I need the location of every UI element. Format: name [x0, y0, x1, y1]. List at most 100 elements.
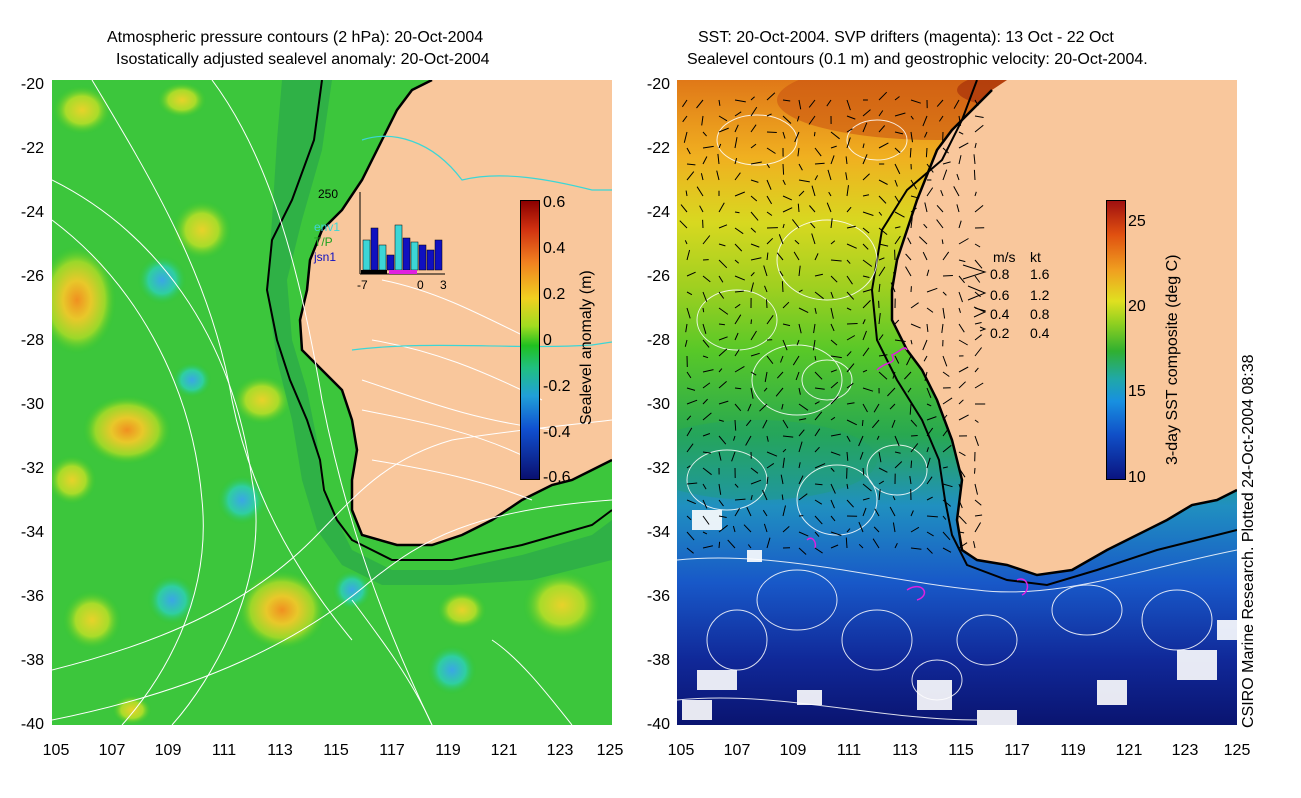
velocity-arrow: [942, 169, 948, 181]
left-y-tick: -32: [20, 460, 44, 477]
velocity-arrow: [878, 243, 889, 247]
sst-map-svg: [677, 80, 1237, 725]
velocity-arrow: [718, 499, 724, 507]
velocity-arrow: [910, 131, 913, 143]
velocity-arrow: [974, 259, 983, 269]
velocity-arrow: [974, 514, 983, 517]
velocity-arrow: [942, 161, 951, 165]
velocity-arrow: [686, 443, 694, 453]
velocity-legend-arrows: [962, 264, 987, 332]
velocity-arrow: [702, 131, 707, 137]
velocity-arrow: [780, 474, 784, 485]
velocity-arrow: [702, 307, 705, 313]
velocity-arrow: [924, 371, 928, 382]
left-y-tick: -30: [20, 396, 44, 413]
right-y-tick: -40: [646, 716, 670, 733]
velocity-arrow: [905, 253, 912, 261]
velocity-arrow: [811, 185, 816, 197]
velocity-arrow: [734, 227, 744, 235]
velocity-arrow: [814, 547, 823, 554]
velocity-arrow: [718, 368, 723, 373]
velocity-arrow: [699, 205, 704, 213]
velocity-arrow: [766, 113, 772, 117]
velocity-arrow: [830, 275, 838, 283]
velocity-arrow: [718, 323, 725, 326]
sealevel-cb-label: Sealevel anomaly (m): [578, 270, 595, 425]
velocity-arrow: [878, 334, 884, 341]
velocity-arrow: [766, 315, 774, 325]
velocity-arrow: [830, 433, 841, 437]
velocity-arrow: [974, 499, 982, 506]
velocity-arrow: [846, 528, 851, 533]
velocity-arrows: [679, 91, 986, 555]
velocity-arrow: [718, 524, 728, 533]
velocity-arrow: [922, 251, 928, 261]
velocity-arrow: [922, 339, 928, 351]
velocity-arrow: [958, 238, 969, 245]
right-y-tick: -38: [646, 652, 670, 669]
velocity-arrow: [686, 371, 692, 379]
velocity-arrow: [766, 131, 777, 133]
velocity-arrow: [718, 127, 729, 133]
velocity-arrow: [734, 303, 741, 309]
velocity-arrow: [681, 99, 688, 108]
velocity-arrow: [830, 145, 837, 149]
velocity-arrow: [750, 106, 758, 117]
right-y-tick: -22: [646, 140, 670, 157]
velocity-arrow: [686, 291, 693, 296]
velocity-arrow: [974, 322, 982, 325]
velocity-arrow: [891, 419, 896, 428]
velocity-arrow: [862, 275, 870, 278]
velocity-arrow: [942, 515, 947, 520]
velocity-arrow: [812, 339, 816, 351]
velocity-arrow: [871, 419, 880, 429]
velocity-arrow: [702, 291, 708, 302]
velocity-arrow: [894, 131, 904, 135]
velocity-arrow: [734, 483, 739, 488]
velocity-arrow: [718, 400, 729, 405]
velocity-arrow: [734, 243, 743, 252]
velocity-arrow: [766, 355, 774, 365]
velocity-arrow: [759, 403, 768, 412]
velocity-arrow: [846, 451, 849, 461]
velocity-arrow: [750, 257, 762, 261]
velocity-arrow: [887, 387, 896, 397]
velocity-arrow: [734, 275, 745, 281]
velocity-arrow: [830, 259, 842, 262]
inset-bar: [402, 237, 411, 271]
velocity-arrow: [826, 202, 832, 213]
velocity-arrow: [846, 323, 858, 325]
velocity-arrow: [734, 211, 740, 214]
velocity-arrow: [926, 476, 933, 485]
velocity-arrow: [926, 531, 934, 537]
velocity-arrow: [958, 339, 968, 346]
velocity-arrow: [910, 419, 918, 427]
velocity-arrow: [846, 335, 856, 341]
velocity-arrow: [974, 467, 976, 474]
velocity-arrow: [830, 240, 836, 245]
velocity-arrow: [926, 427, 934, 437]
velocity-arrow: [762, 419, 768, 429]
velocity-arrow: [974, 347, 982, 357]
velocity-arrow: [782, 207, 793, 213]
velocity-arrow: [684, 240, 688, 245]
velocity-arrow: [734, 403, 742, 412]
right-title-line1: SST: 20-Oct-2004. SVP drifters (magenta)…: [698, 29, 1114, 46]
velocity-legend-kt: 1.2: [1030, 287, 1050, 303]
velocity-arrow: [702, 545, 714, 549]
velocity-arrow: [974, 334, 983, 341]
velocity-arrow: [702, 235, 711, 245]
right-y-tick: -36: [646, 588, 670, 605]
velocity-arrow: [781, 403, 784, 410]
velocity-arrow: [958, 515, 967, 525]
velocity-arrow: [745, 419, 752, 427]
velocity-arrow: [909, 403, 912, 415]
velocity-arrow: [781, 281, 784, 293]
velocity-arrow: [732, 525, 736, 533]
velocity-arrow: [894, 542, 898, 549]
velocity-arrow: [814, 355, 817, 361]
velocity-arrow: [766, 435, 769, 442]
velocity-arrow: [782, 526, 790, 533]
inset-bar: [434, 239, 443, 271]
velocity-arrow: [894, 339, 906, 342]
